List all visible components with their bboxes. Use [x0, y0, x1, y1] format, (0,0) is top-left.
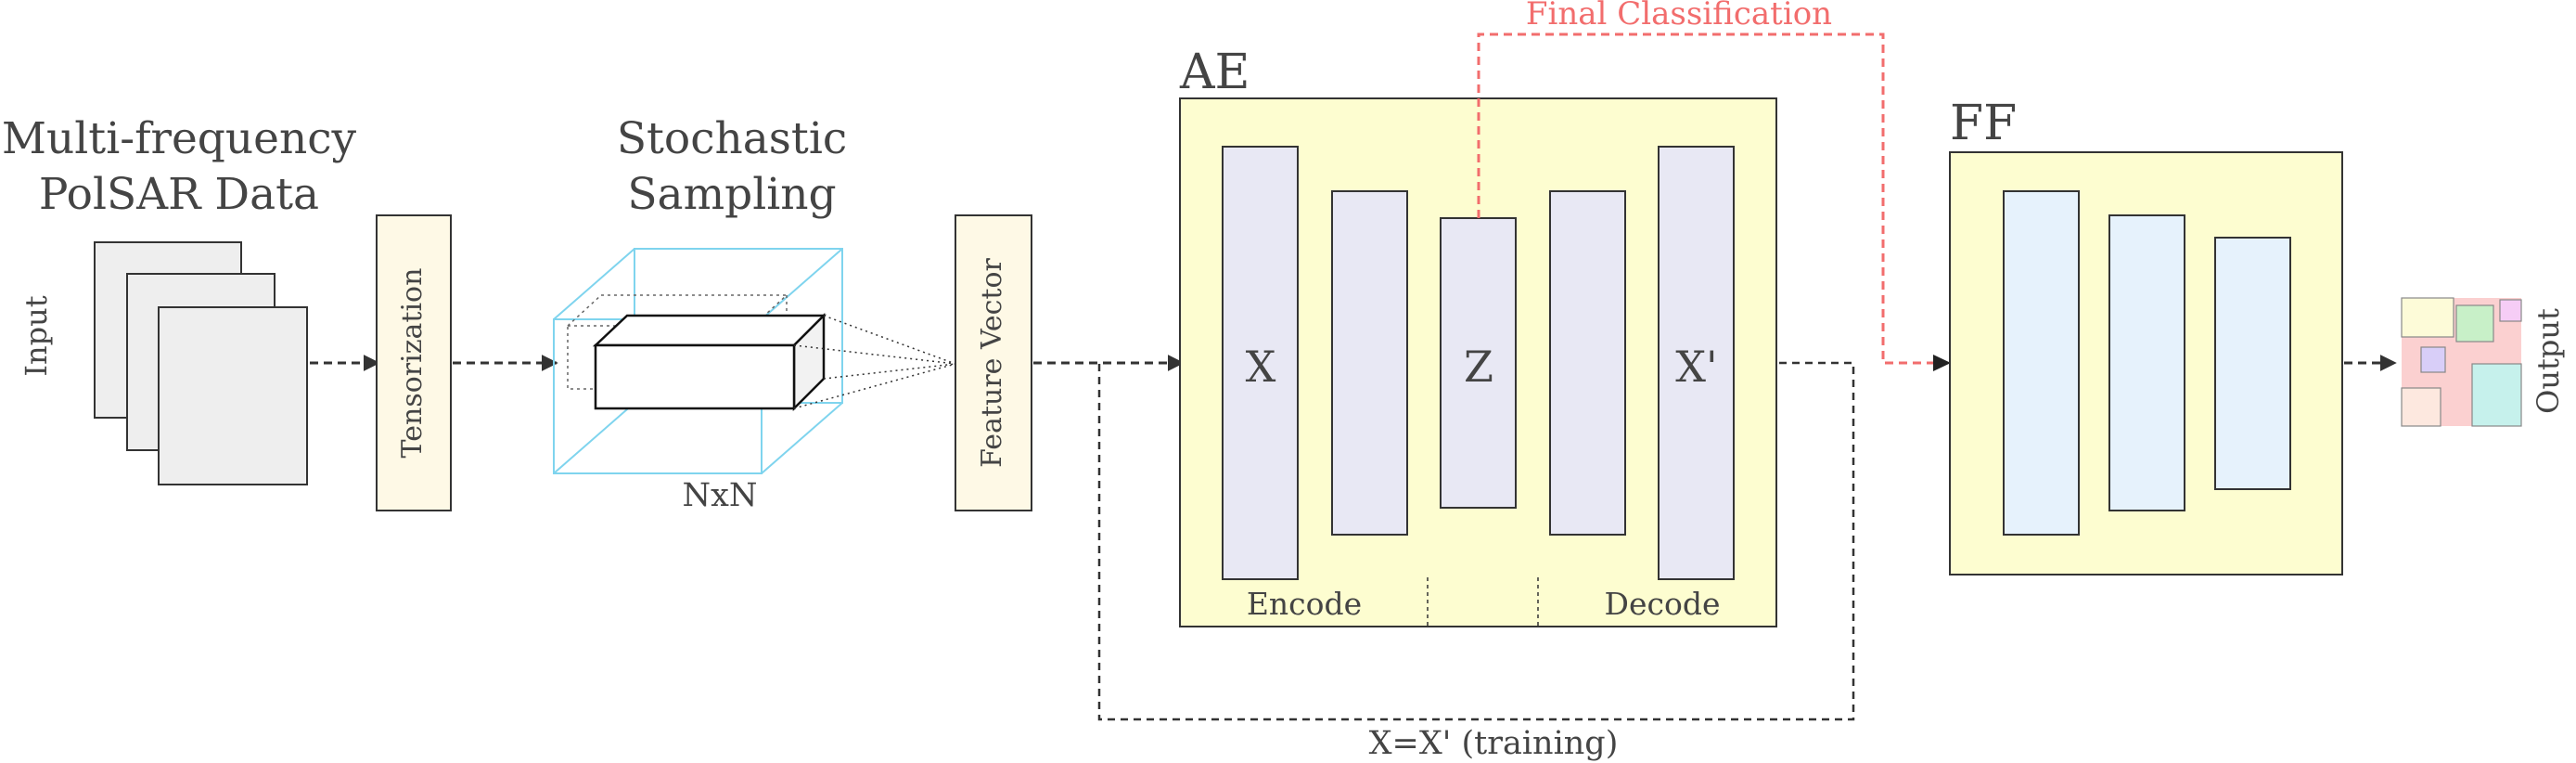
output-block: Output	[2401, 297, 2566, 427]
input-title-line1: Multi-frequency	[2, 113, 357, 164]
feature-vector-box	[955, 214, 1032, 511]
input-layer-3	[158, 306, 308, 485]
sampling-window-label: NxN	[683, 477, 758, 514]
output-class-f	[2471, 363, 2522, 427]
ae-encoder-hidden	[1331, 190, 1408, 536]
input-title-line2: PolSAR Data	[39, 169, 319, 220]
ae-encode-label: Encode	[1247, 586, 1362, 622]
ae-output-layer	[1658, 146, 1735, 580]
ae-input-layer	[1222, 146, 1299, 580]
ae-output-label: X'	[1675, 342, 1717, 392]
final-classification-link: Final Classification	[1477, 0, 1951, 371]
feature-vector-block: Feature Vector	[955, 214, 1032, 511]
final-classification-label: Final Classification	[1526, 0, 1832, 32]
training-loop-label: X=X' (training)	[1369, 725, 1619, 762]
ae-title: AE	[1179, 45, 1250, 100]
feedforward-block: FF	[1949, 96, 2343, 575]
training-loop: X=X' (training)	[1097, 361, 1855, 762]
sampling-title-line2: Sampling	[627, 169, 836, 220]
autoencoder-block: AE X Z X' Encode Decode	[1179, 45, 1777, 627]
projection-lines	[793, 315, 956, 409]
output-class-d	[2420, 346, 2446, 373]
ff-title: FF	[1950, 96, 2017, 151]
ff-layer-2	[2108, 214, 2185, 511]
final-classification-arrowhead	[1933, 355, 1951, 371]
ae-decode-label: Decode	[1605, 586, 1721, 622]
output-class-c	[2499, 299, 2522, 322]
input-block: Multi-frequency PolSAR Data Input	[2, 113, 357, 485]
output-class-e	[2401, 387, 2441, 427]
ff-layer-3	[2214, 237, 2291, 490]
output-side-label: Output	[2531, 308, 2566, 414]
input-side-label: Input	[19, 295, 54, 376]
final-classification-line	[1477, 32, 1943, 365]
output-class-b	[2455, 304, 2494, 343]
sampling-block: Stochastic Sampling	[553, 113, 956, 514]
ae-latent-layer	[1440, 217, 1517, 509]
ff-layer-1	[2003, 190, 2080, 536]
sampling-title-line1: Stochastic	[617, 113, 847, 164]
ae-input-label: X	[1246, 342, 1276, 392]
training-loop-line	[1097, 361, 1855, 721]
tensorization-box	[376, 214, 452, 511]
sampled-patch	[592, 312, 827, 412]
feature-vector-label: Feature Vector	[976, 257, 1008, 467]
ae-latent-label: Z	[1464, 342, 1493, 392]
output-class-a	[2401, 297, 2454, 338]
tensorization-block: Tensorization	[376, 214, 452, 511]
ae-decoder-hidden	[1549, 190, 1626, 536]
tensorization-label: Tensorization	[396, 268, 429, 459]
